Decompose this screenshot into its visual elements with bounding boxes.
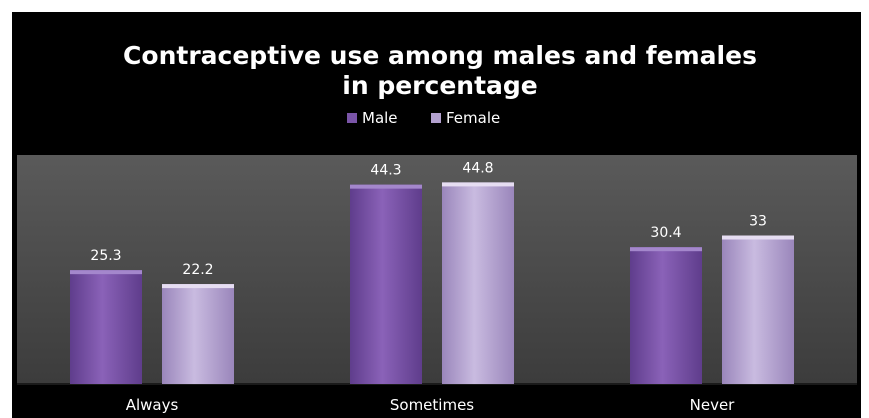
value-label-male-never: 30.4 xyxy=(650,225,681,241)
bar-top-female-never xyxy=(722,235,794,240)
bar-female-never xyxy=(722,235,794,384)
value-label-male-sometimes: 44.3 xyxy=(370,163,401,179)
bar-male-sometimes xyxy=(350,184,422,384)
value-label-female-always: 22.2 xyxy=(182,262,213,278)
legend-swatch-female xyxy=(431,113,441,123)
bar-top-male-sometimes xyxy=(350,184,422,189)
value-label-male-always: 25.3 xyxy=(90,248,121,264)
legend: Male Female xyxy=(347,109,500,127)
bar-female-sometimes xyxy=(442,182,514,384)
chart-title-line-1: Contraceptive use among males and female… xyxy=(123,41,757,70)
bar-top-female-always xyxy=(162,284,234,289)
legend-label-female: Female xyxy=(446,109,500,127)
value-label-female-never: 33 xyxy=(749,214,767,230)
bar-top-female-sometimes xyxy=(442,182,514,187)
legend-label-male: Male xyxy=(362,109,398,127)
bar-male-never xyxy=(630,247,702,384)
bar-top-male-always xyxy=(70,270,142,275)
category-label-always: Always xyxy=(126,396,179,414)
bars-group xyxy=(70,182,794,384)
legend-swatch-male xyxy=(347,113,357,123)
bar-top-male-never xyxy=(630,247,702,252)
category-label-never: Never xyxy=(690,396,736,414)
plot-area xyxy=(17,155,857,384)
chart-title-line-2: in percentage xyxy=(342,71,538,100)
value-label-female-sometimes: 44.8 xyxy=(462,160,493,176)
bar-female-always xyxy=(162,284,234,384)
category-labels-group: Always Sometimes Never xyxy=(126,396,735,414)
chart-canvas: Contraceptive use among males and female… xyxy=(17,41,857,414)
value-labels-group: 25.3 22.2 44.3 44.8 30.4 33 xyxy=(90,160,767,278)
category-label-sometimes: Sometimes xyxy=(390,396,474,414)
bar-male-always xyxy=(70,270,142,384)
chart-container: Contraceptive use among males and female… xyxy=(12,12,861,418)
